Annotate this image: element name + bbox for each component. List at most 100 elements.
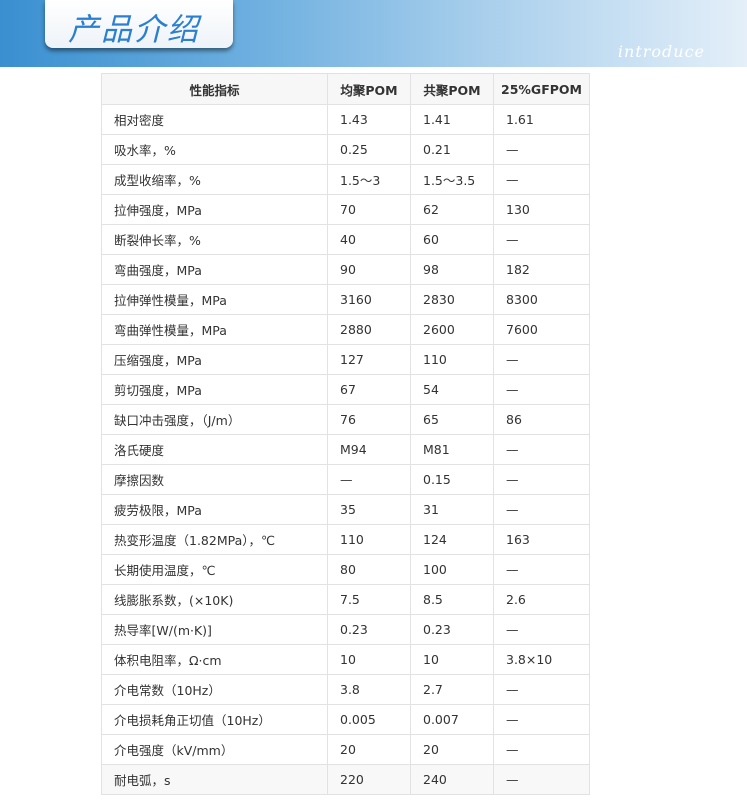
value-cell: 110 [410,344,494,375]
table-row: 体积电阻率，Ω·cm 10 10 3.8×10 [101,644,590,675]
value-cell: 10 [410,644,494,675]
page-title: 产品介绍 [68,12,200,48]
title-box: 产品介绍 [45,0,233,48]
table-row: 耐电弧，s 220 240— [101,764,590,795]
value-cell: — [493,344,590,375]
value-cell: — [493,734,590,765]
value-cell: 1.41 [410,104,494,135]
value-cell: 163 [493,524,590,555]
value-cell: 0.15 [410,464,494,495]
value-cell: — [493,464,590,495]
value-cell: 0.007 [410,704,494,735]
value-cell: 2.6 [493,584,590,615]
value-cell: — [493,554,590,585]
column-header: 共聚POM [410,73,494,105]
value-cell: 100 [410,554,494,585]
table-row: 摩擦因数 —0.15— [101,464,590,495]
value-cell: — [493,494,590,525]
property-name-cell: 长期使用温度，℃ [101,554,328,585]
value-cell: — [493,134,590,165]
property-name-cell: 拉伸弹性模量，MPa [101,284,328,315]
value-cell: — [493,374,590,405]
property-name-cell: 断裂伸长率，% [101,224,328,255]
value-cell: 3.8 [327,674,411,705]
table-row: 热变形温度（1.82MPa），℃ 110 124 163 [101,524,590,555]
table-row: 拉伸弹性模量，MPa 3160 2830 8300 [101,284,590,315]
value-cell: 7600 [493,314,590,345]
value-cell: M94 [327,434,411,465]
value-cell: 124 [410,524,494,555]
table-row: 疲劳极限，MPa 35 31— [101,494,590,525]
value-cell: 62 [410,194,494,225]
value-cell: 182 [493,254,590,285]
value-cell: 0.23 [410,614,494,645]
value-cell: 3160 [327,284,411,315]
property-name-cell: 体积电阻率，Ω·cm [101,644,328,675]
value-cell: 0.23 [327,614,411,645]
value-cell: 240 [410,764,494,795]
value-cell: 0.005 [327,704,411,735]
property-name-cell: 剪切强度，MPa [101,374,328,405]
value-cell: — [493,674,590,705]
header-banner: 产品介绍 introduce [0,0,747,67]
value-cell: 8.5 [410,584,494,615]
value-cell: — [327,464,411,495]
value-cell: 90 [327,254,411,285]
table-header-row: 性能指标 均聚POM 共聚POM 25%GFPOM [101,73,590,105]
value-cell: 40 [327,224,411,255]
value-cell: 7.5 [327,584,411,615]
table-row: 断裂伸长率，% 40 60— [101,224,590,255]
value-cell: M81 [410,434,494,465]
table-row: 线膨胀系数，(×10K) 7.5 8.5 2.6 [101,584,590,615]
value-cell: 86 [493,404,590,435]
value-cell: 2830 [410,284,494,315]
value-cell: 110 [327,524,411,555]
value-cell: 1.5～3 [327,164,411,195]
property-name-cell: 成型收缩率，% [101,164,328,195]
value-cell: 130 [493,194,590,225]
value-cell: 3.8×10 [493,644,590,675]
table-row: 洛氏硬度 M94 M81— [101,434,590,465]
value-cell: 1.5～3.5 [410,164,494,195]
property-name-cell: 弯曲弹性模量，MPa [101,314,328,345]
property-name-cell: 热导率[W/(m·K)] [101,614,328,645]
table-row: 压缩强度，MPa 127 110— [101,344,590,375]
value-cell: 2600 [410,314,494,345]
banner-subtitle: introduce [617,42,705,61]
value-cell: — [493,224,590,255]
value-cell: 20 [410,734,494,765]
property-name-cell: 线膨胀系数，(×10K) [101,584,328,615]
property-name-cell: 压缩强度，MPa [101,344,328,375]
value-cell: 20 [327,734,411,765]
table-row: 介电常数（10Hz） 3.8 2.7— [101,674,590,705]
property-name-cell: 摩擦因数 [101,464,328,495]
table-row: 相对密度 1.43 1.41 1.61 [101,104,590,135]
value-cell: 70 [327,194,411,225]
value-cell: — [493,614,590,645]
value-cell: — [493,434,590,465]
value-cell: 54 [410,374,494,405]
table-row: 成型收缩率，% 1.5～3 1.5～3.5— [101,164,590,195]
table-row: 缺口冲击强度，（J/m） 76 65 86 [101,404,590,435]
value-cell: 35 [327,494,411,525]
table-row: 弯曲弹性模量，MPa 2880 2600 7600 [101,314,590,345]
table-row: 介电损耗角正切值（10Hz） 0.005 0.007— [101,704,590,735]
table-row: 长期使用温度，℃ 80 100— [101,554,590,585]
property-name-cell: 洛氏硬度 [101,434,328,465]
value-cell: 2880 [327,314,411,345]
property-name-cell: 拉伸强度，MPa [101,194,328,225]
property-name-cell: 弯曲强度，MPa [101,254,328,285]
value-cell: 10 [327,644,411,675]
value-cell: 60 [410,224,494,255]
value-cell: 0.25 [327,134,411,165]
value-cell: 1.61 [493,104,590,135]
property-name-cell: 耐电弧，s [101,764,328,795]
value-cell: 31 [410,494,494,525]
column-header: 25%GFPOM [493,73,590,105]
value-cell: 67 [327,374,411,405]
value-cell: 8300 [493,284,590,315]
property-name-cell: 热变形温度（1.82MPa），℃ [101,524,328,555]
value-cell: — [493,704,590,735]
value-cell: 98 [410,254,494,285]
value-cell: 76 [327,404,411,435]
